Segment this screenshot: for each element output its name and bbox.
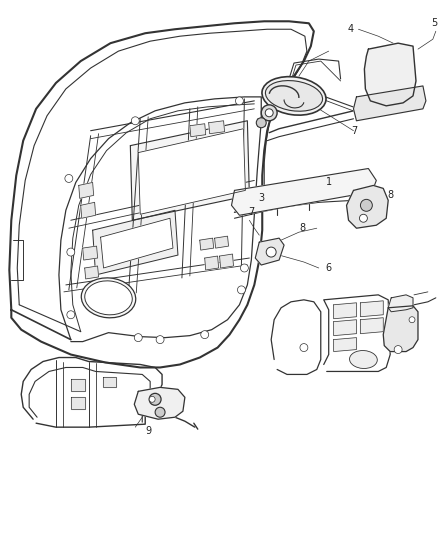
Polygon shape [78,182,93,198]
Text: 6: 6 [325,263,331,273]
Polygon shape [199,238,213,250]
Circle shape [67,311,74,319]
Polygon shape [219,254,233,268]
Polygon shape [333,303,356,319]
Polygon shape [92,211,177,275]
Ellipse shape [349,351,376,368]
Text: 7: 7 [247,207,254,217]
Polygon shape [346,185,387,228]
Polygon shape [333,320,356,336]
Circle shape [240,264,248,272]
Polygon shape [204,256,218,270]
Polygon shape [71,397,85,409]
Polygon shape [364,43,415,106]
Circle shape [237,286,245,294]
Polygon shape [255,238,283,265]
Circle shape [299,344,307,352]
Text: 9: 9 [145,426,151,436]
Polygon shape [138,129,245,214]
Text: 3: 3 [258,193,264,204]
Circle shape [65,174,73,182]
Polygon shape [382,306,417,352]
Polygon shape [387,295,412,312]
Polygon shape [333,337,356,352]
Polygon shape [82,246,97,260]
Circle shape [131,117,139,125]
Text: 5: 5 [430,18,436,28]
Circle shape [67,248,74,256]
Ellipse shape [261,77,325,115]
Circle shape [134,334,142,342]
Polygon shape [100,218,173,268]
Circle shape [156,336,164,344]
Circle shape [408,317,414,322]
Circle shape [360,199,371,211]
Ellipse shape [265,80,322,111]
Polygon shape [81,203,95,218]
Circle shape [359,214,367,222]
Circle shape [265,109,272,117]
Text: 4: 4 [346,24,353,34]
Polygon shape [360,318,382,334]
Polygon shape [214,236,228,248]
Polygon shape [360,301,382,317]
Circle shape [265,247,276,257]
Ellipse shape [85,281,132,315]
Polygon shape [130,121,249,220]
Circle shape [149,397,155,402]
Polygon shape [134,387,184,419]
Polygon shape [189,124,205,136]
Text: 8: 8 [386,190,392,200]
Circle shape [256,118,265,128]
Text: 8: 8 [299,223,305,233]
Polygon shape [231,168,375,215]
Ellipse shape [81,278,135,318]
Polygon shape [85,266,99,279]
Polygon shape [102,377,116,387]
Circle shape [200,330,208,338]
Polygon shape [208,121,224,134]
Circle shape [155,407,165,417]
Circle shape [393,345,401,353]
Circle shape [261,105,276,121]
Text: 1: 1 [325,177,331,188]
Text: 7: 7 [350,126,357,136]
Circle shape [149,393,161,405]
Polygon shape [353,86,425,121]
Circle shape [235,97,243,105]
Polygon shape [71,379,85,391]
